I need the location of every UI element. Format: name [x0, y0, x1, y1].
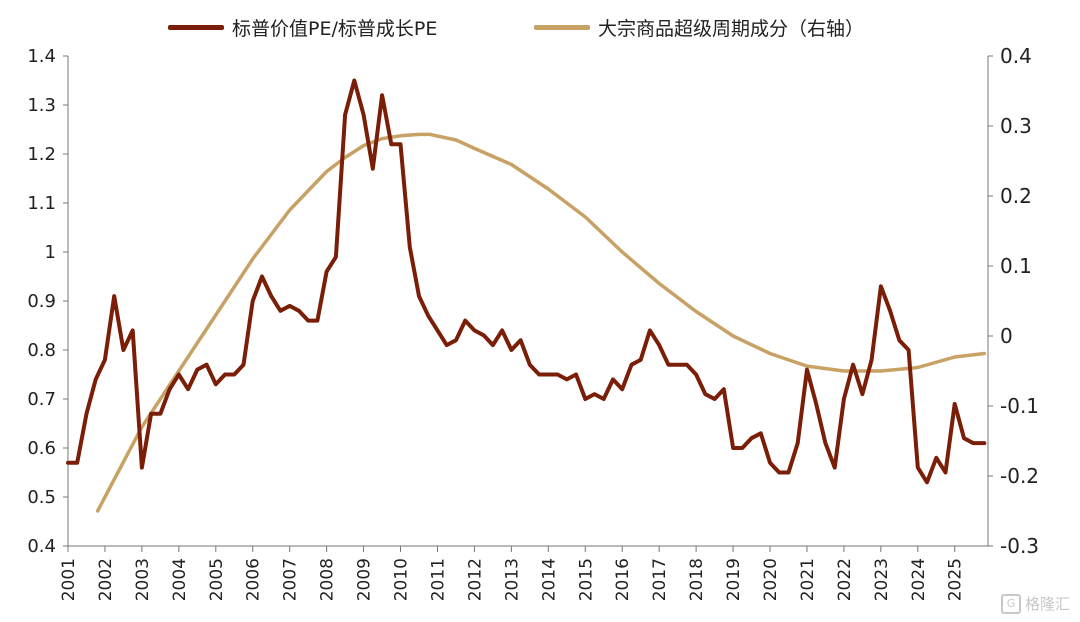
- x-tick-label: 2009: [355, 558, 375, 601]
- y-left-tick-label: 0.4: [27, 536, 56, 557]
- x-tick-label: 2005: [207, 558, 227, 601]
- x-tick-label: 2019: [724, 558, 744, 601]
- y-left-tick-label: 1: [45, 242, 56, 263]
- x-tick-label: 2012: [465, 558, 485, 601]
- x-tick-label: 2010: [392, 558, 412, 601]
- y-right-tick-label: 0.1: [1000, 254, 1032, 278]
- legend-item-series2: 大宗商品超级周期成分（右轴）: [534, 14, 864, 41]
- legend-label-series1: 标普价值PE/标普成长PE: [232, 18, 438, 40]
- y-right-tick-label: 0.3: [1000, 114, 1032, 138]
- y-right-tick-label: -0.2: [1000, 464, 1039, 488]
- y-left-tick-label: 0.9: [27, 291, 56, 312]
- watermark: G 格隆汇: [1000, 593, 1070, 614]
- x-tick-label: 2003: [133, 558, 153, 601]
- x-tick-label: 2016: [613, 558, 633, 601]
- y-right-tick-label: 0: [1000, 324, 1013, 348]
- watermark-logo-icon: G: [1000, 593, 1021, 614]
- x-tick-label: 2023: [872, 558, 892, 601]
- x-tick-label: 2008: [318, 558, 338, 601]
- watermark-text: 格隆汇: [1024, 595, 1070, 613]
- y-left-tick-label: 0.6: [27, 438, 56, 459]
- series-line-commodity-cycle: [95, 132, 987, 513]
- y-left-tick-label: 1.1: [27, 193, 56, 214]
- x-tick-label: 2024: [909, 558, 929, 601]
- x-tick-label: 2002: [96, 558, 116, 601]
- series-line-value-growth-pe: [66, 78, 987, 485]
- y-left-tick-label: 1.3: [27, 95, 56, 116]
- y-left-tick-label: 1.2: [27, 144, 56, 165]
- x-tick-label: 2022: [835, 558, 855, 601]
- x-tick-label: 2025: [946, 558, 966, 601]
- y-left-tick-label: 0.8: [27, 340, 56, 361]
- y-left-tick-label: 0.5: [27, 487, 56, 508]
- y-right-tick-label: 0.2: [1000, 184, 1032, 208]
- legend-swatch-series2: [534, 25, 590, 30]
- x-tick-label: 2011: [428, 558, 448, 601]
- legend-label-series2: 大宗商品超级周期成分（右轴）: [598, 18, 865, 40]
- legend-item-series1: 标普价值PE/标普成长PE: [168, 14, 437, 41]
- y-right-tick-label: 0.4: [1000, 44, 1032, 68]
- x-tick-label: 2015: [576, 558, 596, 601]
- x-tick-label: 2021: [798, 558, 818, 601]
- x-tick-label: 2017: [650, 558, 670, 601]
- y-right-tick-label: -0.3: [1000, 534, 1039, 558]
- legend: 标普价值PE/标普成长PE 大宗商品超级周期成分（右轴）: [0, 14, 1080, 42]
- y-left-tick-label: 1.4: [27, 46, 56, 67]
- x-tick-label: 2014: [539, 558, 559, 601]
- x-tick-label: 2006: [244, 558, 264, 601]
- x-tick-label: 2018: [687, 558, 707, 601]
- x-tick-label: 2013: [502, 558, 522, 601]
- x-tick-label: 2004: [170, 558, 190, 601]
- legend-swatch-series1: [168, 25, 224, 30]
- y-right-tick-label: -0.1: [1000, 394, 1039, 418]
- x-tick-label: 2001: [59, 558, 79, 601]
- y-left-tick-label: 0.7: [27, 389, 56, 410]
- x-tick-label: 2007: [281, 558, 301, 601]
- x-tick-label: 2020: [761, 558, 781, 601]
